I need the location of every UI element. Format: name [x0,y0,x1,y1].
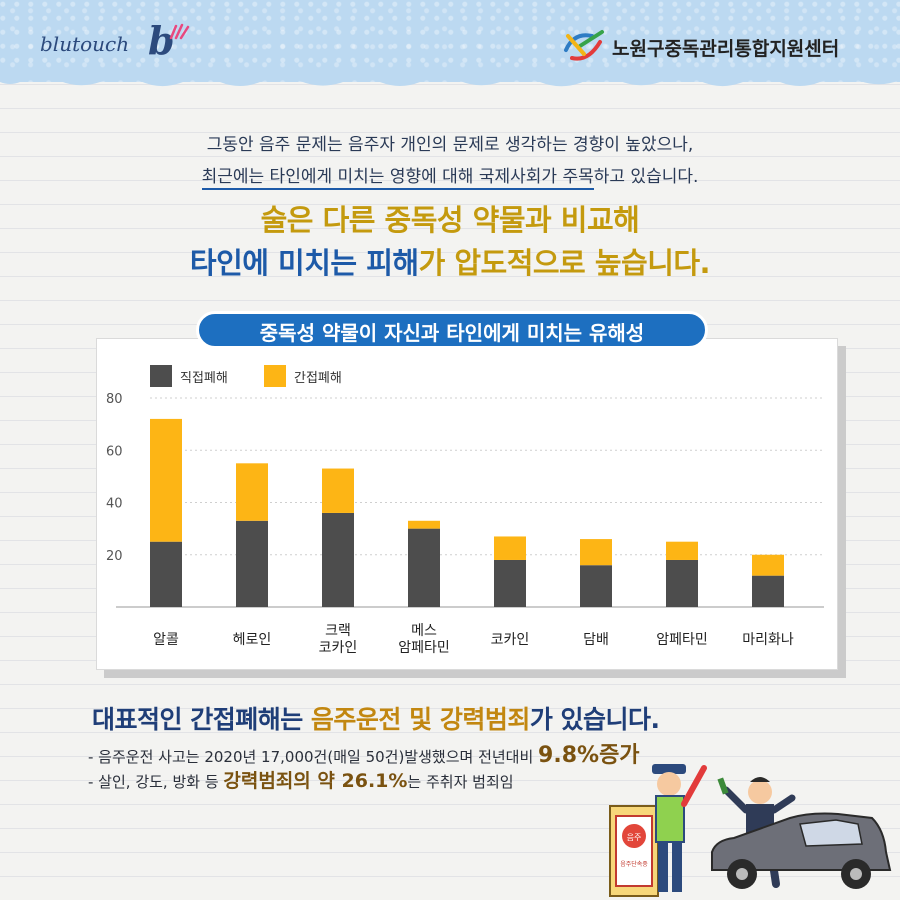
y-tick-label: 80 [106,392,123,407]
x-tick-label: 마리화나 [742,632,794,648]
bullet-2-text: - 살인, 강도, 방화 등 [88,773,224,791]
bottom-title-highlight: 음주운전 및 강력범죄 [310,705,530,734]
y-tick-label: 20 [106,549,123,564]
bottom-title-part-1: 대표적인 간접폐해는 [92,705,311,734]
bar-segment-direct [236,520,268,607]
legend-swatch [150,365,172,387]
bullet-violent-crime: - 살인, 강도, 방화 등 강력범죄의 약 26.1%는 주취자 범죄임 [88,766,514,793]
sign-text-2: 음주단속중 [620,860,648,868]
chart-title-pill: 중독성 약물이 자신과 타인에게 미치는 유해성 [196,311,708,349]
bar-segment-direct [322,512,354,607]
bottom-title: 대표적인 간접폐해는 음주운전 및 강력범죄가 있습니다. [92,700,660,736]
org-logo-icon [564,30,604,61]
legend-label: 직접폐해 [180,371,228,386]
header-torn-edge [0,70,900,87]
bar-segment-indirect [666,541,698,560]
headline-line-2-rest: 가 압도적으로 높습니다. [418,246,711,280]
x-tick-label: 알콜 [153,632,179,648]
x-tick-label: 크랙 코카인 [319,623,358,656]
bar-segment-indirect [322,468,354,513]
bullet-1-value: 9.8%증가 [538,743,640,768]
x-tick-label: 담배 [583,632,609,648]
header-bar [0,0,900,82]
brand-spark-icon [169,23,190,40]
bar-segment-direct [408,528,440,607]
bottom-title-part-3: 가 있습니다. [529,705,660,734]
intro-line-1: 그동안 음주 문제는 음주자 개인의 문제로 생각하는 경향이 높았으나, [206,135,694,155]
x-tick-label: 헤로인 [233,632,272,648]
bar-segment-direct [752,575,784,607]
illustration: 음주 음주단속중 [609,764,892,897]
bar-segment-indirect [494,536,526,560]
checkpoint-sign-icon: 음주 음주단속중 [609,805,659,897]
legend-label: 간접폐해 [294,371,342,386]
y-tick-label: 60 [106,444,123,459]
police-officer-icon [652,764,707,892]
chart-card [96,338,838,670]
car-icon [711,812,892,889]
bar-segment-indirect [752,554,784,576]
bar-segment-indirect [408,520,440,529]
bullet-1-text: - 음주운전 사고는 2020년 17,000건(매일 50건)발생했으며 전년… [88,748,539,766]
bar-segment-indirect [580,539,612,566]
intro-line-2-rest: 하고 있습니다. [593,167,699,187]
headline-line-1: 술은 다른 중독성 약물과 비교해 [260,203,640,237]
bar-segment-direct [150,541,182,607]
sign-text-1: 음주 [627,833,642,842]
brand-logo-mark: b [148,18,175,63]
brand-logo-text: blutouch [40,32,130,56]
org-name: 노원구중독관리통합지원센터 [612,38,840,60]
x-tick-label: 코카인 [491,632,530,648]
bar-segment-direct [666,559,698,607]
legend-swatch [264,365,286,387]
bullet-2-rest: 는 주취자 범죄임 [407,773,514,791]
y-tick-label: 40 [106,497,123,512]
x-tick-label: 암페타민 [656,632,708,648]
bar-segment-indirect [150,418,182,542]
bar-segment-direct [580,565,612,607]
bar-segment-indirect [236,463,268,521]
bar-segment-direct [494,559,526,607]
bullet-drunk-driving: - 음주운전 사고는 2020년 17,000건(매일 50건)발생했으며 전년… [88,737,640,769]
headline-line-2: 타인에 미치는 피해가 압도적으로 높습니다. [0,240,900,282]
intro-underlined-text: 최근에는 타인에게 미치는 영향에 대해 국제사회가 주목 [201,167,594,190]
intro-line-2: 최근에는 타인에게 미치는 영향에 대해 국제사회가 주목하고 있습니다. [0,162,900,190]
x-tick-label: 메스 암페타민 [398,623,450,656]
bullet-2-highlight: 강력범죄의 약 26.1% [223,770,408,792]
headline-highlight: 타인에 미치는 피해 [189,246,419,280]
